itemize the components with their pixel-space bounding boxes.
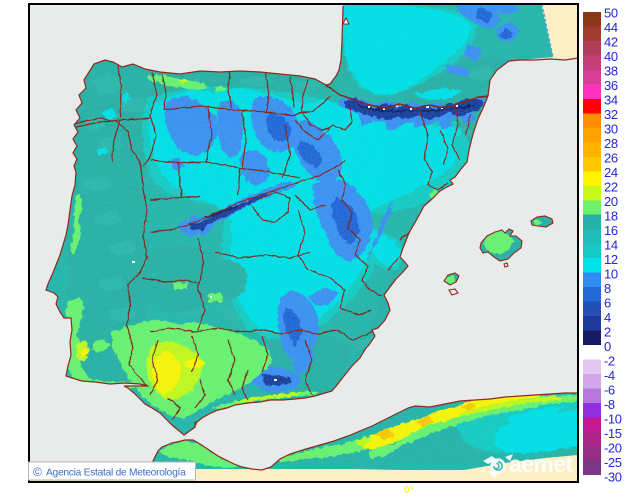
- svg-text:Agencia Estatal de Meteorologí: Agencia Estatal de Meteorología: [46, 468, 186, 479]
- svg-text:20: 20: [604, 194, 618, 209]
- svg-text:-8: -8: [604, 397, 615, 412]
- svg-text:10: 10: [604, 267, 618, 282]
- svg-text:0: 0: [604, 339, 611, 354]
- svg-text:30: 30: [604, 122, 618, 137]
- svg-text:50: 50: [604, 6, 618, 21]
- svg-text:-25: -25: [604, 455, 622, 470]
- svg-text:©: ©: [33, 465, 42, 479]
- svg-text:28: 28: [604, 136, 618, 151]
- svg-text:36: 36: [604, 78, 618, 93]
- svg-text:-4: -4: [604, 368, 615, 383]
- svg-text:32: 32: [604, 107, 618, 122]
- svg-text:6: 6: [604, 296, 611, 311]
- svg-text:4: 4: [604, 310, 611, 325]
- svg-text:-30: -30: [604, 470, 622, 485]
- svg-text:22: 22: [604, 180, 618, 195]
- svg-text:44: 44: [604, 20, 618, 35]
- svg-text:16: 16: [604, 223, 618, 238]
- svg-text:40: 40: [604, 49, 618, 64]
- svg-text:-15: -15: [604, 426, 622, 441]
- svg-text:18: 18: [604, 209, 618, 224]
- svg-text:2: 2: [604, 325, 611, 340]
- svg-text:34: 34: [604, 93, 618, 108]
- svg-text:14: 14: [604, 238, 618, 253]
- svg-text:26: 26: [604, 151, 618, 166]
- svg-text:-20: -20: [604, 441, 622, 456]
- svg-text:42: 42: [604, 35, 618, 50]
- svg-text:-2: -2: [604, 354, 615, 369]
- svg-text:0°: 0°: [404, 485, 414, 496]
- svg-text:8: 8: [604, 281, 611, 296]
- svg-text:aemet: aemet: [509, 451, 573, 477]
- svg-text:38: 38: [604, 64, 618, 79]
- svg-text:12: 12: [604, 252, 618, 267]
- svg-text:-6: -6: [604, 383, 615, 398]
- svg-text:24: 24: [604, 165, 618, 180]
- svg-text:-10: -10: [604, 412, 622, 427]
